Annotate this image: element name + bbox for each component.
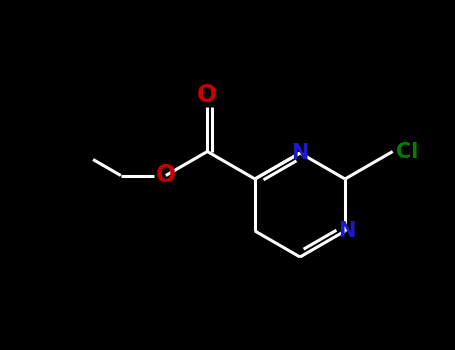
Text: N: N (291, 143, 308, 163)
Text: Cl: Cl (396, 141, 418, 161)
Text: O: O (156, 163, 176, 188)
Text: O: O (197, 83, 217, 106)
Text: N: N (339, 221, 356, 241)
